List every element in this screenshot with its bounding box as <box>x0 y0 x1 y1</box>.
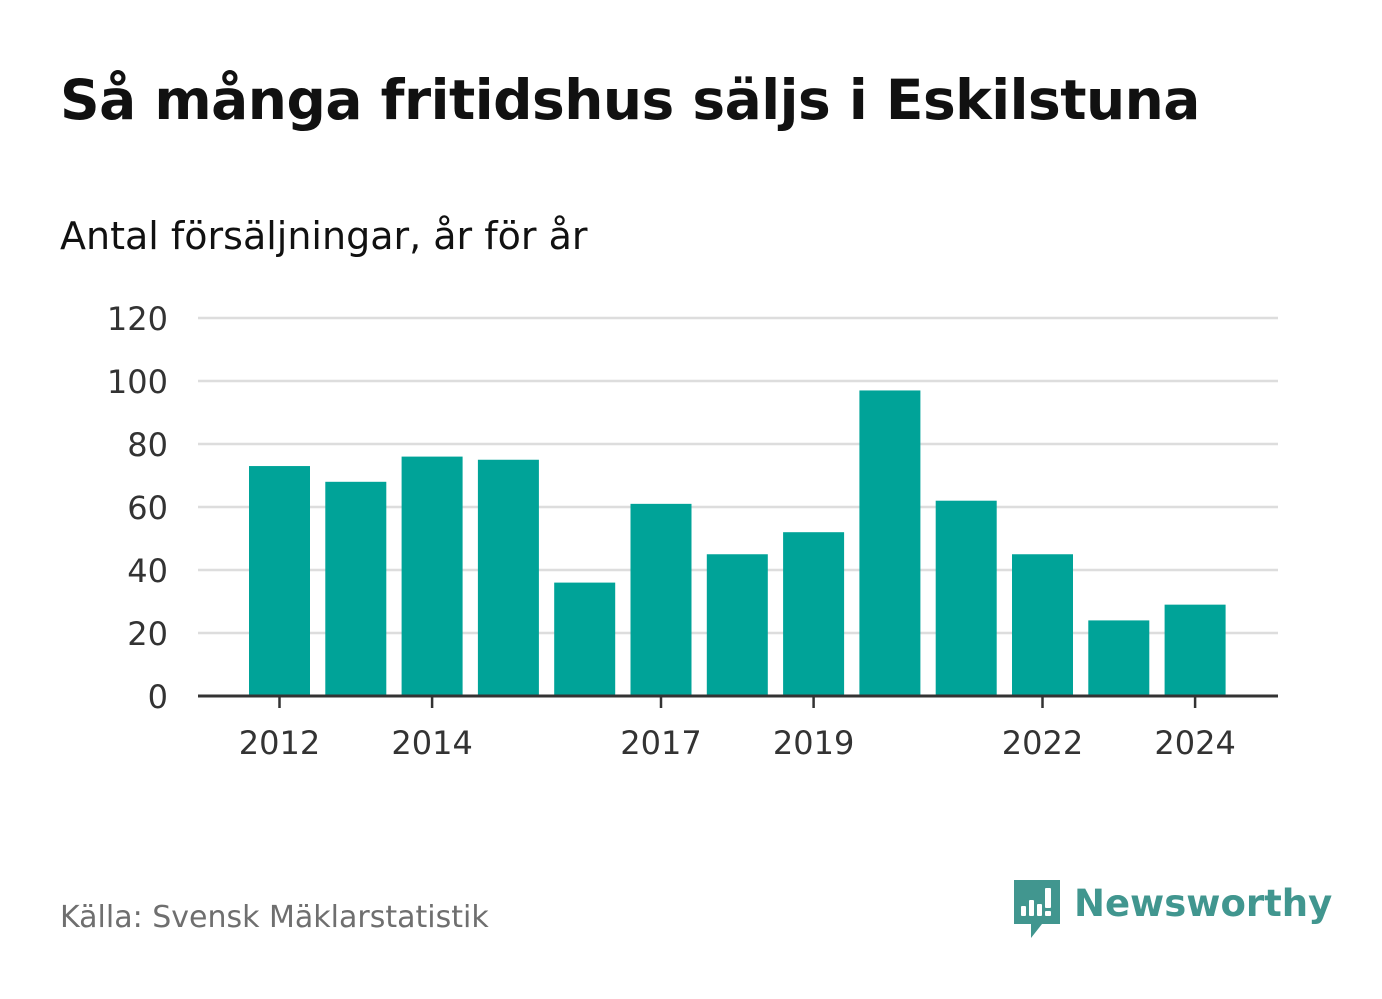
y-tick-label: 100 <box>107 363 168 401</box>
bars <box>249 390 1226 696</box>
bar-2022 <box>1012 554 1073 696</box>
bar-2014 <box>401 456 463 696</box>
bar-chart: 0 20 40 60 80 100 120 2012 2014 2017 2019 2022 2024 <box>107 300 1278 762</box>
bar-2023 <box>1088 620 1150 696</box>
x-tick-label: 2014 <box>391 724 472 762</box>
bar-2013 <box>325 481 387 696</box>
y-tick-label: 40 <box>127 552 168 590</box>
x-tick-label: 2017 <box>620 724 701 762</box>
bar-2018 <box>706 554 768 696</box>
x-tick-label: 2024 <box>1154 724 1235 762</box>
bar-2020 <box>859 390 921 696</box>
bar-2012 <box>249 466 310 696</box>
y-tick-label: 120 <box>107 300 168 338</box>
bar-2021 <box>935 500 997 696</box>
newsworthy-logo-icon <box>1014 880 1060 938</box>
brand-logo: Newsworthy <box>1012 878 1332 940</box>
chart-title: Så många fritidshus säljs i Eskilstuna <box>60 68 1200 132</box>
y-tick-label: 0 <box>148 678 168 716</box>
bar-2016 <box>554 582 616 696</box>
bar-2015 <box>477 459 539 696</box>
axes: 0 20 40 60 80 100 120 2012 2014 2017 2019 2022 2024 <box>107 300 1278 762</box>
brand-name: Newsworthy <box>1074 881 1333 925</box>
bar-2017 <box>630 503 692 696</box>
y-tick-label: 80 <box>127 426 168 464</box>
x-tick-label: 2019 <box>773 724 854 762</box>
chart-subtitle: Antal försäljningar, år för år <box>60 214 588 258</box>
y-tick-label: 60 <box>127 489 168 527</box>
bar-2024 <box>1164 604 1226 696</box>
source-note: Källa: Svensk Mäklarstatistik <box>60 900 489 935</box>
y-tick-label: 20 <box>127 615 168 653</box>
x-tick-label: 2022 <box>1002 724 1083 762</box>
x-tick-label: 2012 <box>239 724 320 762</box>
bar-2019 <box>783 532 845 696</box>
